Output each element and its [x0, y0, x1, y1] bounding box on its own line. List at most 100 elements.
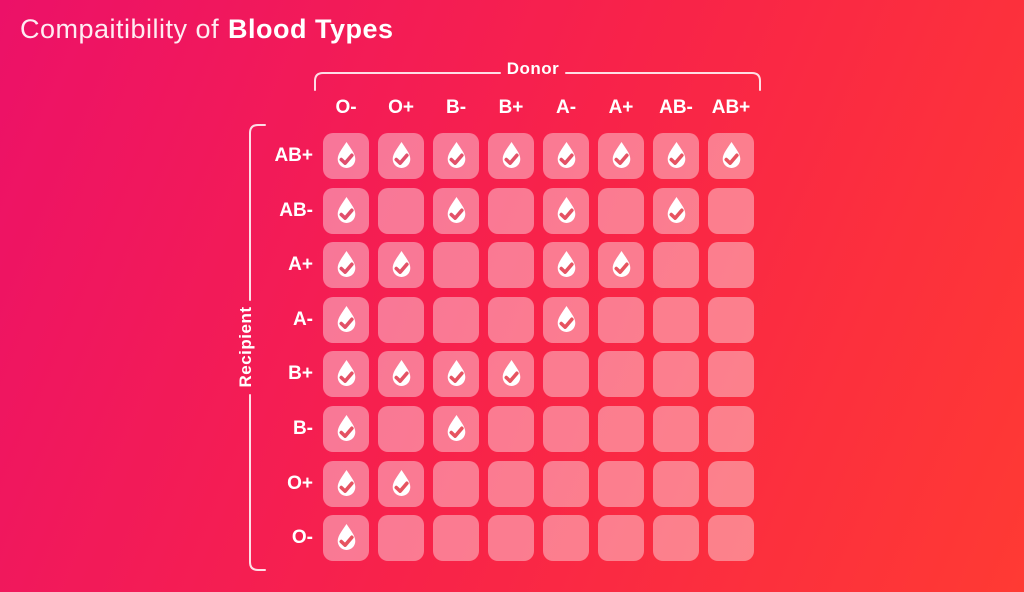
grid-cell-O+-B+: [488, 460, 534, 507]
grid-cell-O+-AB-: [653, 460, 699, 507]
grid-cell-A+-B+: [488, 242, 534, 289]
blood-drop-check-icon: [447, 196, 465, 223]
grid-cell-AB--A-: [543, 187, 589, 234]
grid-cell-A--O-: [323, 296, 369, 343]
grid-cell-B+-O+: [378, 351, 424, 398]
grid-cell-A+-O-: [323, 242, 369, 289]
grid-cell-A--AB-: [653, 296, 699, 343]
grid-cell-B+-A-: [543, 351, 589, 398]
grid-cell-B--O+: [378, 405, 424, 452]
grid-cell-B+-AB-: [653, 351, 699, 398]
donor-header-B-: B-: [445, 97, 467, 118]
recipient-header-AB-: AB-: [279, 199, 313, 221]
donor-axis-label: Donor: [506, 59, 560, 78]
recipient-header-B+: B+: [288, 363, 313, 385]
grid-cell-A--A-: [543, 296, 589, 343]
donor-header-A-: A-: [555, 97, 577, 118]
blood-drop-check-icon: [337, 251, 355, 278]
recipient-header-A+: A+: [288, 254, 313, 276]
blood-drop-check-icon: [447, 414, 465, 441]
grid-cell-O+-O+: [378, 460, 424, 507]
donor-header-O-: O-: [335, 97, 357, 118]
donor-bracket-right: [565, 72, 761, 91]
grid-cell-B--O-: [323, 405, 369, 452]
blood-drop-check-icon: [667, 196, 685, 223]
donor-header-AB+: AB+: [711, 97, 751, 118]
grid-cell-A--B-: [433, 296, 479, 343]
grid-cell-AB--O+: [378, 187, 424, 234]
grid-cell-O--O+: [378, 515, 424, 562]
blood-drop-check-icon: [392, 469, 410, 496]
grid-cell-O--AB+: [708, 515, 754, 562]
grid-cell-O--A-: [543, 515, 589, 562]
recipient-header-O+: O+: [287, 472, 313, 494]
blood-drop-check-icon: [612, 251, 630, 278]
grid-cell-AB--B-: [433, 187, 479, 234]
donor-header-B+: B+: [498, 97, 524, 118]
grid-cell-AB+-O+: [378, 133, 424, 179]
blood-drop-check-icon: [557, 305, 575, 332]
blood-drop-check-icon: [337, 360, 355, 387]
grid-cell-A+-AB-: [653, 242, 699, 289]
blood-drop-check-icon: [722, 141, 740, 168]
grid-cell-O+-AB+: [708, 460, 754, 507]
page-title: Compaitibility of Blood Types: [20, 14, 394, 45]
blood-drop-check-icon: [337, 414, 355, 441]
grid-cell-AB+-A+: [598, 133, 644, 179]
grid-cell-O+-A-: [543, 460, 589, 507]
blood-drop-check-icon: [337, 196, 355, 223]
grid-cell-A+-B-: [433, 242, 479, 289]
blood-drop-check-icon: [392, 141, 410, 168]
grid-cell-A+-O+: [378, 242, 424, 289]
grid-cell-O+-B-: [433, 460, 479, 507]
blood-drop-check-icon: [337, 141, 355, 168]
grid-cell-B--B-: [433, 405, 479, 452]
grid-cell-AB+-B-: [433, 133, 479, 179]
blood-drop-check-icon: [337, 305, 355, 332]
donor-header-AB-: AB-: [659, 97, 693, 118]
grid-cell-A--AB+: [708, 296, 754, 343]
blood-drop-check-icon: [337, 524, 355, 551]
donor-header-O+: O+: [388, 97, 414, 118]
grid-cell-AB+-AB-: [653, 133, 699, 179]
recipient-header-A-: A-: [292, 308, 313, 330]
grid-cell-A+-A+: [598, 242, 644, 289]
recipient-header-B-: B-: [292, 417, 313, 439]
grid-cell-B--AB+: [708, 405, 754, 452]
blood-drop-check-icon: [447, 141, 465, 168]
grid-cell-B+-A+: [598, 351, 644, 398]
grid-cell-O+-A+: [598, 460, 644, 507]
grid-cell-AB--B+: [488, 187, 534, 234]
grid-cell-B--B+: [488, 405, 534, 452]
donor-headers: O- O+ B- B+ A- A+ AB- AB+: [323, 97, 754, 119]
donor-header-A+: A+: [608, 97, 634, 118]
recipient-headers: AB+ AB- A+ A- B+ B- O+ O-: [248, 133, 313, 561]
grid-cell-AB--AB+: [708, 187, 754, 234]
grid-cell-A--B+: [488, 296, 534, 343]
blood-drop-check-icon: [557, 141, 575, 168]
blood-drop-check-icon: [337, 469, 355, 496]
blood-drop-check-icon: [612, 141, 630, 168]
grid-cell-B--A-: [543, 405, 589, 452]
grid-cell-O--B+: [488, 515, 534, 562]
grid-cell-AB+-AB+: [708, 133, 754, 179]
grid-cell-A--O+: [378, 296, 424, 343]
blood-drop-check-icon: [447, 360, 465, 387]
compatibility-grid: [323, 133, 754, 562]
donor-bracket-left: [314, 72, 501, 91]
grid-cell-A+-A-: [543, 242, 589, 289]
blood-drop-check-icon: [392, 360, 410, 387]
page-title-emphasis: Blood Types: [227, 14, 394, 44]
grid-cell-AB--O-: [323, 187, 369, 234]
grid-cell-O--AB-: [653, 515, 699, 562]
grid-cell-O--A+: [598, 515, 644, 562]
blood-drop-check-icon: [557, 196, 575, 223]
grid-cell-B+-B-: [433, 351, 479, 398]
grid-cell-AB+-O-: [323, 133, 369, 179]
page-title-prefix: Compaitibility of: [20, 14, 220, 44]
grid-cell-AB--A+: [598, 187, 644, 234]
grid-cell-AB+-B+: [488, 133, 534, 179]
blood-drop-check-icon: [557, 251, 575, 278]
grid-cell-O+-O-: [323, 460, 369, 507]
grid-cell-B+-B+: [488, 351, 534, 398]
